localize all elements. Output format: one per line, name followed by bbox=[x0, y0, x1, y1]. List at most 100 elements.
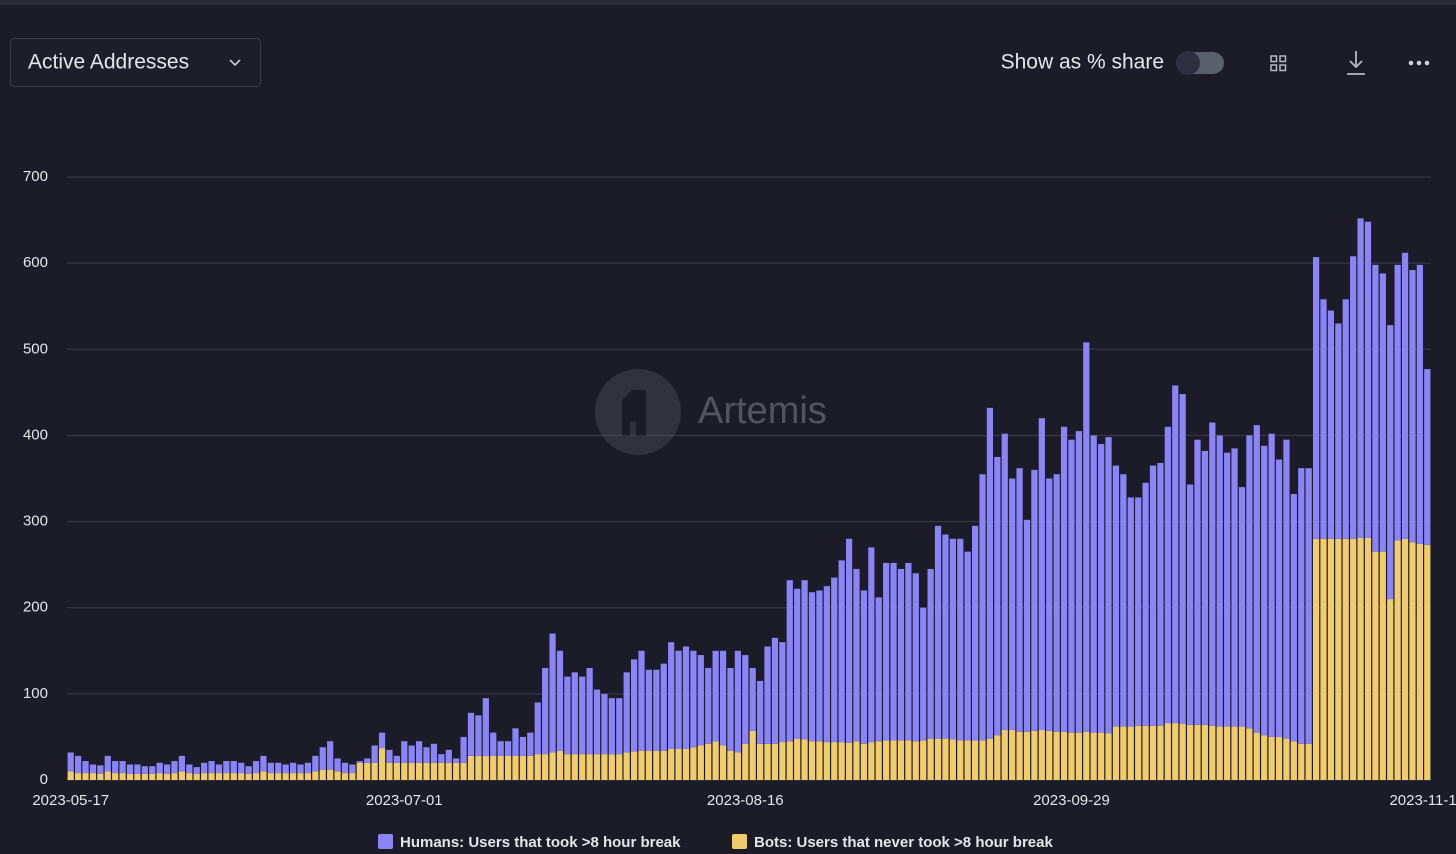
bar-segment bbox=[638, 750, 645, 780]
bar-segment bbox=[230, 761, 237, 774]
bar-segment bbox=[697, 655, 704, 746]
legend-swatch bbox=[378, 834, 393, 849]
bar-segment bbox=[986, 407, 994, 739]
y-tick-label: 400 bbox=[23, 426, 48, 443]
bar-segment bbox=[1394, 264, 1401, 541]
bar-segment bbox=[89, 773, 97, 780]
bar-segment bbox=[957, 740, 964, 780]
bar-segment bbox=[986, 738, 994, 780]
bar-segment bbox=[475, 715, 482, 756]
bar-segment bbox=[460, 762, 467, 780]
bar-segment bbox=[705, 668, 712, 744]
watermark-text: Artemis bbox=[698, 390, 827, 432]
bar-segment bbox=[423, 747, 430, 763]
bar-segment bbox=[364, 762, 371, 780]
bar-segment bbox=[304, 762, 312, 774]
download-icon[interactable] bbox=[1347, 51, 1365, 75]
bar-segment bbox=[141, 766, 148, 774]
bar-segment bbox=[1298, 743, 1305, 780]
top-border bbox=[0, 0, 1456, 5]
bar-segment bbox=[660, 663, 667, 751]
bar-segment bbox=[349, 773, 356, 780]
bar-segment bbox=[653, 669, 660, 751]
bar-segment bbox=[201, 773, 208, 780]
bar-segment bbox=[193, 767, 200, 774]
bar-segment bbox=[401, 762, 408, 780]
bar-segment bbox=[245, 766, 252, 774]
x-tick-label: 2023-08-16 bbox=[707, 792, 784, 809]
metric-dropdown[interactable]: Active Addresses bbox=[10, 38, 261, 87]
toggle-label: Show as % share bbox=[1001, 51, 1164, 74]
bar-segment bbox=[1394, 540, 1401, 780]
icon-part bbox=[1408, 60, 1414, 66]
legend-label: Humans: Users that took >8 hour break bbox=[400, 834, 681, 851]
bar-segment bbox=[808, 592, 816, 742]
bar-segment bbox=[794, 588, 801, 739]
bar-segment bbox=[1186, 724, 1194, 780]
bar-segment bbox=[97, 765, 104, 774]
bar-segment bbox=[519, 736, 527, 756]
bar-segment bbox=[579, 676, 586, 755]
bar-segment bbox=[104, 771, 111, 780]
bar-segment bbox=[1001, 730, 1008, 780]
grid-icon[interactable] bbox=[1270, 55, 1287, 72]
dropdown-caret bbox=[229, 59, 241, 67]
bar-segment bbox=[608, 754, 615, 780]
bar-segment bbox=[719, 745, 727, 780]
bar-segment bbox=[749, 730, 756, 780]
icon-part bbox=[1347, 51, 1365, 75]
share-toggle[interactable] bbox=[1176, 51, 1224, 75]
bar-segment bbox=[1372, 551, 1379, 780]
bar-segment bbox=[942, 534, 949, 739]
bar-segment bbox=[89, 764, 97, 774]
legend-label: Bots: Users that never took >8 hour brea… bbox=[754, 834, 1053, 851]
bar-segment bbox=[1268, 736, 1275, 780]
bar-segment bbox=[682, 748, 690, 780]
bar-segment bbox=[371, 762, 378, 780]
bar-segment bbox=[645, 750, 653, 780]
bar-segment bbox=[119, 773, 126, 780]
bar-segment bbox=[1068, 732, 1075, 780]
bar-segment bbox=[1246, 728, 1253, 780]
icon-part bbox=[1424, 60, 1430, 66]
bar-segment bbox=[512, 755, 519, 780]
bar-segment bbox=[1201, 724, 1209, 780]
bar-segment bbox=[1068, 439, 1075, 733]
y-tick-label: 600 bbox=[23, 254, 48, 271]
bar-segment bbox=[971, 525, 979, 741]
x-tick-label: 2023-07-01 bbox=[366, 792, 443, 809]
icon-part bbox=[1270, 64, 1278, 72]
bar-segment bbox=[623, 752, 630, 780]
bar-segment bbox=[853, 741, 860, 780]
watermark: Artemis bbox=[595, 369, 827, 455]
bar-segment bbox=[112, 773, 119, 780]
bar-segment bbox=[460, 736, 467, 763]
bar-segment bbox=[868, 547, 875, 743]
bar-segment bbox=[349, 764, 356, 774]
bar-segment bbox=[1409, 270, 1416, 543]
bar-segment bbox=[260, 771, 267, 780]
bar-segment bbox=[134, 764, 141, 774]
bar-segment bbox=[801, 739, 808, 780]
bar-segment bbox=[556, 650, 564, 751]
bar-segment bbox=[771, 637, 779, 744]
more-icon[interactable] bbox=[1408, 60, 1430, 66]
bar-segment bbox=[1083, 731, 1090, 780]
bar-segment bbox=[771, 743, 779, 780]
bar-segment bbox=[927, 568, 934, 739]
bar-segment bbox=[126, 764, 134, 774]
bar-segment bbox=[1357, 537, 1364, 780]
bar-segment bbox=[712, 650, 719, 742]
bar-segment bbox=[890, 562, 897, 741]
bar-segment bbox=[1098, 444, 1105, 733]
bar-segment bbox=[393, 762, 400, 780]
bar-segment bbox=[831, 577, 838, 743]
bar-segment bbox=[408, 762, 415, 780]
bar-segment bbox=[430, 743, 438, 763]
bar-segment bbox=[178, 755, 186, 772]
bar-segment bbox=[238, 773, 245, 780]
bar-segment bbox=[1142, 725, 1149, 780]
dropdown-box[interactable] bbox=[10, 38, 261, 87]
bar-segment bbox=[875, 597, 882, 742]
